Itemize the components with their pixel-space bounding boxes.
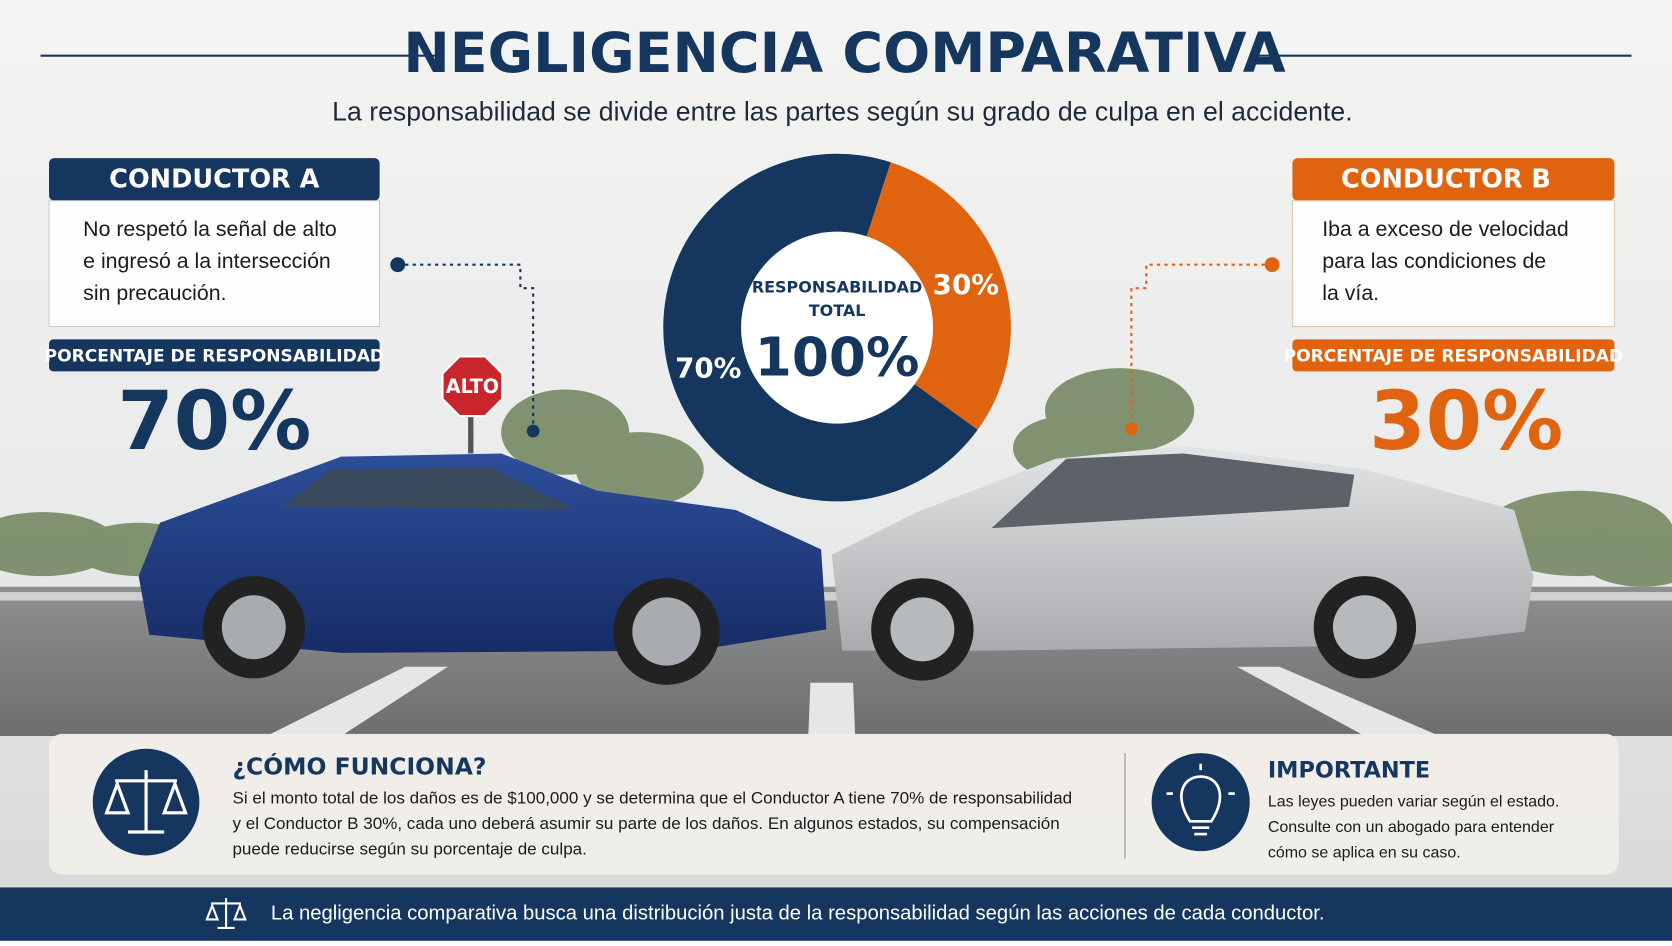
car-a — [138, 453, 827, 685]
center-label: RESPONSABILIDAD — [752, 278, 922, 297]
connector-dot — [390, 257, 406, 273]
footer-bar — [0, 887, 1672, 941]
connector-dot — [1264, 257, 1280, 273]
center-label: TOTAL — [809, 301, 866, 320]
how-title: ¿CÓMO FUNCIONA? — [232, 753, 486, 781]
center-value: 100% — [755, 326, 920, 388]
driver-b-percent: 30% — [1369, 375, 1563, 469]
driver-a-header — [49, 158, 380, 201]
footer-icon — [205, 898, 247, 930]
driver-a-line: e ingresó a la intersección — [83, 249, 331, 273]
how-line: Si el monto total de los daños es de $10… — [232, 788, 1072, 807]
driver-a-box — [48, 200, 381, 328]
driver-b-header — [1292, 158, 1615, 201]
driver-a-percent: 70% — [117, 375, 311, 469]
curb — [0, 592, 1672, 601]
car-b — [831, 445, 1534, 681]
driver-b-line: para las condiciones de — [1322, 249, 1546, 273]
stop-sign-text: ALTO — [446, 375, 499, 398]
driver-b-title: CONDUCTOR B — [1341, 164, 1551, 194]
driver-b-line: la vía. — [1322, 281, 1379, 305]
important-line: Consulte con un abogado para entender — [1268, 819, 1555, 836]
stop-sign — [441, 355, 504, 418]
driver-b-percent-label: PORCENTAJE DE RESPONSABILIDAD — [1284, 346, 1624, 366]
bulb-icon — [1151, 753, 1250, 852]
driver-b-line: Iba a exceso de velocidad — [1322, 217, 1568, 241]
donut-center — [741, 231, 934, 424]
important-line: Las leyes pueden variar según el estado. — [1268, 793, 1559, 810]
subtitle: La responsabilidad se divide entre las p… — [332, 96, 1352, 126]
how-line: puede reducirse según su porcentaje de c… — [232, 840, 586, 859]
driver-b-box — [1291, 200, 1615, 328]
sign-pole — [468, 410, 474, 454]
important-title: IMPORTANTE — [1268, 758, 1430, 784]
driver-b-percent-header — [1292, 339, 1615, 372]
driver-a-title: CONDUCTOR A — [109, 164, 319, 194]
bulb-glyph — [1166, 763, 1235, 836]
donut-label: 70% — [675, 351, 741, 384]
road-markings — [266, 666, 1440, 737]
connector-b — [1130, 263, 1273, 429]
driver-a-percent-label: PORCENTAJE DE RESPONSABILIDAD — [45, 346, 385, 366]
title: NEGLIGENCIA COMPARATIVA — [403, 22, 1285, 86]
footer-text: La negligencia comparativa busca una dis… — [271, 902, 1325, 924]
donut-label: 30% — [933, 268, 999, 301]
driver-a-percent-header — [49, 339, 380, 372]
connector-dot — [1124, 422, 1138, 436]
driver-a-line: sin precaución. — [83, 281, 226, 305]
scales-glyph — [104, 770, 188, 834]
connector-dot — [526, 424, 540, 438]
driver-a-line: No respetó la señal de alto — [83, 217, 337, 241]
important-line: cómo se aplica en su caso. — [1268, 845, 1461, 862]
how-line: y el Conductor B 30%, cada uno deberá as… — [232, 814, 1059, 833]
